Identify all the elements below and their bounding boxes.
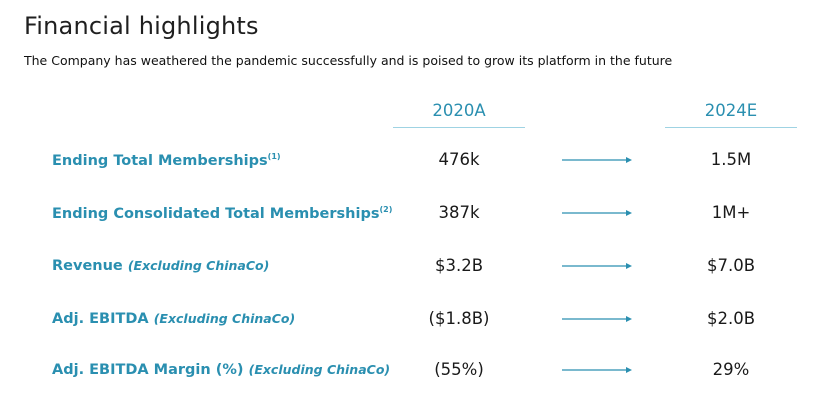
arrow-right-icon: [562, 157, 632, 163]
page-subtitle: The Company has weathered the pandemic s…: [24, 53, 673, 68]
metric-note: (Excluding ChinaCo): [248, 362, 391, 377]
value-2020: 387k: [438, 203, 480, 222]
metric-note: (Excluding ChinaCo): [153, 311, 296, 326]
metric-name: Revenue: [52, 258, 123, 274]
metric-row: Ending Total Memberships(1) 476k 1.5M: [0, 150, 832, 182]
value-2020: (55%): [434, 360, 484, 379]
metric-name: Adj. EBITDA: [52, 311, 149, 327]
metric-row: Ending Consolidated Total Memberships(2)…: [0, 203, 832, 235]
metric-name: Adj. EBITDA Margin (%): [52, 362, 244, 378]
column-rule-2020: [393, 127, 525, 128]
metric-label: Adj. EBITDA Margin (%) (Excluding ChinaC…: [52, 362, 390, 378]
arrow-right-icon: [562, 367, 632, 373]
value-2020: ($1.8B): [428, 309, 490, 328]
arrow-right-icon: [562, 263, 632, 269]
arrow-right-icon: [562, 316, 632, 322]
value-2024: 29%: [712, 360, 750, 379]
footnote-marker: (1): [267, 152, 281, 161]
metric-note: (Excluding ChinaCo): [127, 258, 270, 273]
metric-label: Adj. EBITDA (Excluding ChinaCo): [52, 311, 295, 327]
arrow-right-icon: [562, 210, 632, 216]
metric-label: Ending Consolidated Total Memberships(2): [52, 205, 392, 222]
page-title: Financial highlights: [24, 12, 259, 40]
metric-name: Ending Consolidated Total Memberships: [52, 205, 380, 222]
metric-row: Adj. EBITDA (Excluding ChinaCo) ($1.8B) …: [0, 309, 832, 341]
column-rule-2024: [665, 127, 797, 128]
metric-row: Adj. EBITDA Margin (%) (Excluding ChinaC…: [0, 360, 832, 392]
value-2024: $2.0B: [706, 309, 756, 328]
metric-label: Revenue (Excluding ChinaCo): [52, 258, 269, 274]
footnote-marker: (2): [379, 205, 393, 214]
metric-row: Revenue (Excluding ChinaCo) $3.2B $7.0B: [0, 256, 832, 288]
metric-label: Ending Total Memberships(1): [52, 152, 281, 169]
value-2024: 1.5M: [710, 150, 752, 169]
column-header-2024: 2024E: [704, 101, 758, 120]
value-2024: $7.0B: [706, 256, 756, 275]
column-header-2020: 2020A: [432, 101, 486, 120]
value-2024: 1M+: [711, 203, 751, 222]
value-2020: $3.2B: [434, 256, 484, 275]
metric-name: Ending Total Memberships: [52, 152, 268, 169]
value-2020: 476k: [438, 150, 480, 169]
